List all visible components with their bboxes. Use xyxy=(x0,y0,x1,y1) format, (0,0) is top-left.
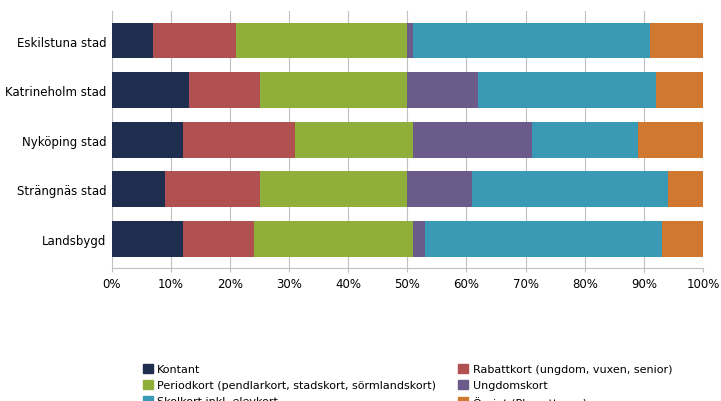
Bar xyxy=(112,24,153,59)
Bar xyxy=(531,123,638,158)
Bar xyxy=(413,221,425,257)
Bar xyxy=(478,73,655,109)
Bar xyxy=(153,24,236,59)
Bar xyxy=(668,172,703,208)
Bar xyxy=(165,172,260,208)
Bar xyxy=(413,123,531,158)
Bar xyxy=(472,172,668,208)
Bar xyxy=(112,172,165,208)
Bar xyxy=(189,73,260,109)
Legend: Kontant, Periodkort (pendlarkort, stadskort, sörmlandskort), Skolkort inkl. elev: Kontant, Periodkort (pendlarkort, stadsk… xyxy=(143,364,672,401)
Bar xyxy=(112,73,189,109)
Bar xyxy=(662,221,703,257)
Bar xyxy=(260,73,407,109)
Bar xyxy=(655,73,703,109)
Bar xyxy=(407,73,478,109)
Bar xyxy=(295,123,413,158)
Bar xyxy=(112,123,182,158)
Bar xyxy=(182,123,295,158)
Bar xyxy=(112,221,182,257)
Bar xyxy=(182,221,254,257)
Bar xyxy=(413,24,650,59)
Bar xyxy=(407,24,413,59)
Bar xyxy=(254,221,413,257)
Bar xyxy=(650,24,703,59)
Bar xyxy=(407,172,472,208)
Bar xyxy=(638,123,703,158)
Bar xyxy=(260,172,407,208)
Bar xyxy=(236,24,407,59)
Bar xyxy=(425,221,662,257)
